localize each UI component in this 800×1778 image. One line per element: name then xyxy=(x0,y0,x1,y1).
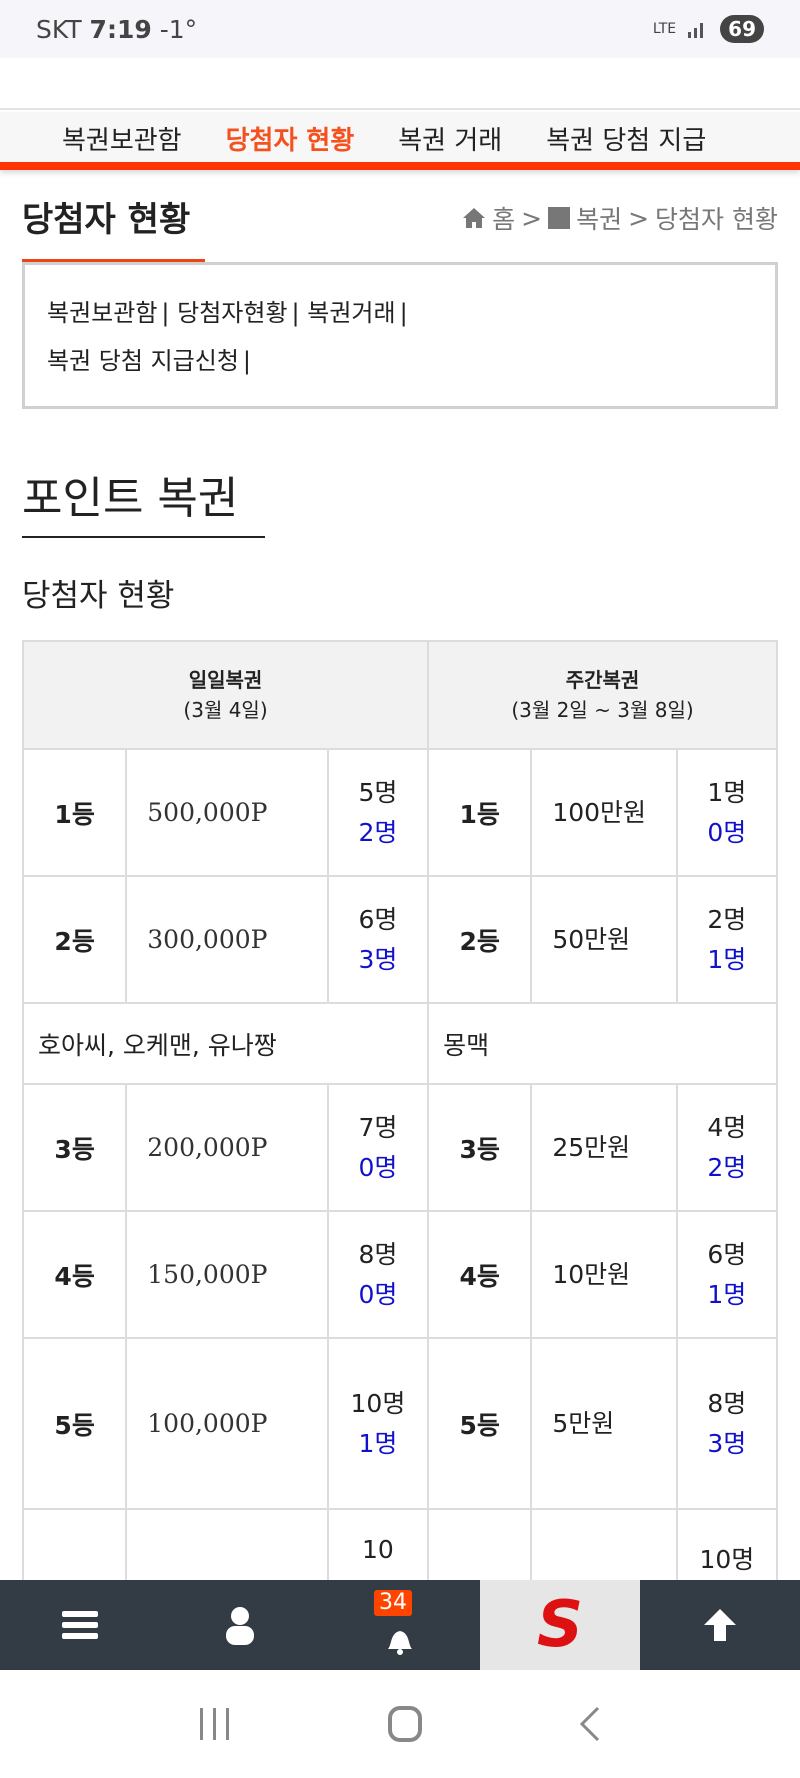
weekly-winners: 몽맥 xyxy=(427,1002,778,1085)
title-underline xyxy=(22,259,205,264)
home-button-icon[interactable] xyxy=(388,1706,422,1742)
count: 6명 3명 xyxy=(326,875,430,1004)
prize: 5만원 xyxy=(530,1337,678,1510)
table-row: 3등 200,000P 7명 0명 3등 25만원 4명 2명 xyxy=(21,1083,779,1212)
nav-item[interactable]: 복권 당첨 지급 xyxy=(546,125,707,156)
nav-item[interactable]: 복권보관함 xyxy=(62,125,182,156)
sublinks-box: 복권보관함 | 당첨자현황 | 복권거래 | 복권 당첨 지급신청 | xyxy=(22,262,778,409)
sublink[interactable]: 복권 당첨 지급신청 xyxy=(47,347,239,375)
count: 7명 0명 xyxy=(326,1083,430,1212)
count: 8명 3명 xyxy=(675,1337,779,1510)
prize: 10만원 xyxy=(530,1210,678,1339)
scroll-top-button[interactable] xyxy=(640,1580,800,1670)
rank: 1등 xyxy=(427,748,533,877)
sublink[interactable]: 복권보관함 xyxy=(47,299,158,327)
prize: 100,000P xyxy=(125,1337,329,1510)
breadcrumb-current: 당첨자 현황 xyxy=(655,205,778,234)
back-icon[interactable] xyxy=(578,1704,602,1744)
notification-button[interactable]: 34 xyxy=(320,1580,480,1670)
nav-item-active[interactable]: 당첨자 현황 xyxy=(225,125,355,156)
rank: 4등 xyxy=(21,1210,128,1339)
prize: 200,000P xyxy=(125,1083,329,1212)
count: 4명 2명 xyxy=(675,1083,779,1212)
rank: 3등 xyxy=(427,1083,533,1212)
logo-button[interactable]: S xyxy=(480,1580,640,1670)
page-title: 당첨자 현황 xyxy=(22,200,191,240)
count: 2명 1명 xyxy=(675,875,779,1004)
prize: 25만원 xyxy=(530,1083,678,1212)
battery-icon: 69 xyxy=(720,15,764,43)
breadcrumb-lottery[interactable]: 복권 xyxy=(576,205,623,234)
prize: 50만원 xyxy=(530,875,678,1004)
subsection-title: 당첨자 현황 xyxy=(22,578,175,614)
rank: 2등 xyxy=(427,875,533,1004)
status-bar: SKT 7:19 -1° LTE 69 xyxy=(0,0,800,58)
recent-apps-icon[interactable] xyxy=(198,1704,232,1744)
clock: 7:19 xyxy=(89,14,152,44)
home-icon xyxy=(463,208,486,228)
carrier: SKT xyxy=(36,14,82,44)
temperature: -1° xyxy=(159,14,198,44)
breadcrumb: 홈 > 복권 > 당첨자 현황 xyxy=(462,200,778,236)
count: 6명 1명 xyxy=(675,1210,779,1339)
weekly-header: 주간복권 (3월 2일 ~ 3월 8일) xyxy=(427,640,778,750)
rank: 5등 xyxy=(427,1337,533,1510)
table-row: 5등 100,000P 10명 1명 5등 5만원 8명 3명 xyxy=(21,1337,779,1510)
count: 5명 2명 xyxy=(326,748,430,877)
nav-underline xyxy=(0,162,800,170)
profile-button[interactable] xyxy=(160,1580,320,1670)
signal-icon xyxy=(688,23,704,38)
table-row: 2등 300,000P 6명 3명 2등 50만원 2명 1명 xyxy=(21,875,779,1004)
prize: 300,000P xyxy=(125,875,329,1004)
arrow-up-icon xyxy=(704,1609,736,1641)
network-icon: LTE xyxy=(652,21,677,37)
rank: 3등 xyxy=(21,1083,128,1212)
prize: 500,000P xyxy=(125,748,329,877)
nav-item[interactable]: 복권 거래 xyxy=(398,125,503,156)
notification-badge: 34 xyxy=(374,1590,412,1616)
rank: 5등 xyxy=(21,1337,128,1510)
count: 10명 1명 xyxy=(326,1337,430,1510)
top-strip xyxy=(0,58,800,110)
user-icon xyxy=(226,1607,254,1645)
separator: > xyxy=(521,203,543,233)
rank: 4등 xyxy=(427,1210,533,1339)
section-title: 포인트 복권 xyxy=(22,462,265,538)
winner-names-row: 호아씨, 오케맨, 유나짱 몽맥 xyxy=(21,1002,778,1085)
breadcrumb-home[interactable]: 홈 xyxy=(492,205,516,234)
separator: > xyxy=(628,203,650,233)
winners-table: 일일복권 (3월 4일) 주간복권 (3월 2일 ~ 3월 8일) 1등 500,0… xyxy=(21,640,779,1637)
count: 1명 0명 xyxy=(675,748,779,877)
s-logo: S xyxy=(536,1588,584,1662)
system-nav xyxy=(0,1670,800,1778)
menu-button[interactable] xyxy=(0,1580,160,1670)
rank: 1등 xyxy=(21,748,128,877)
bell-icon xyxy=(388,1631,412,1655)
sublink[interactable]: 당첨자현황 xyxy=(177,299,288,327)
top-nav: 복권보관함 당첨자 현황 복권 거래 복권 당첨 지급 xyxy=(0,112,800,164)
square-icon xyxy=(548,207,571,229)
prize: 100만원 xyxy=(530,748,678,877)
count: 8명 0명 xyxy=(326,1210,430,1339)
table-row: 4등 150,000P 8명 0명 4등 10만원 6명 1명 xyxy=(21,1210,779,1339)
table-row: 1등 500,000P 5명 2명 1등 100만원 1명 0명 xyxy=(21,748,779,877)
bottom-bar: 34 S xyxy=(0,1580,800,1670)
rank: 2등 xyxy=(21,875,128,1004)
sublink[interactable]: 복권거래 xyxy=(307,299,396,327)
menu-icon xyxy=(62,1611,98,1639)
prize: 150,000P xyxy=(125,1210,329,1339)
daily-header: 일일복권 (3월 4일) xyxy=(21,640,430,750)
daily-winners: 호아씨, 오케맨, 유나짱 xyxy=(21,1002,430,1085)
